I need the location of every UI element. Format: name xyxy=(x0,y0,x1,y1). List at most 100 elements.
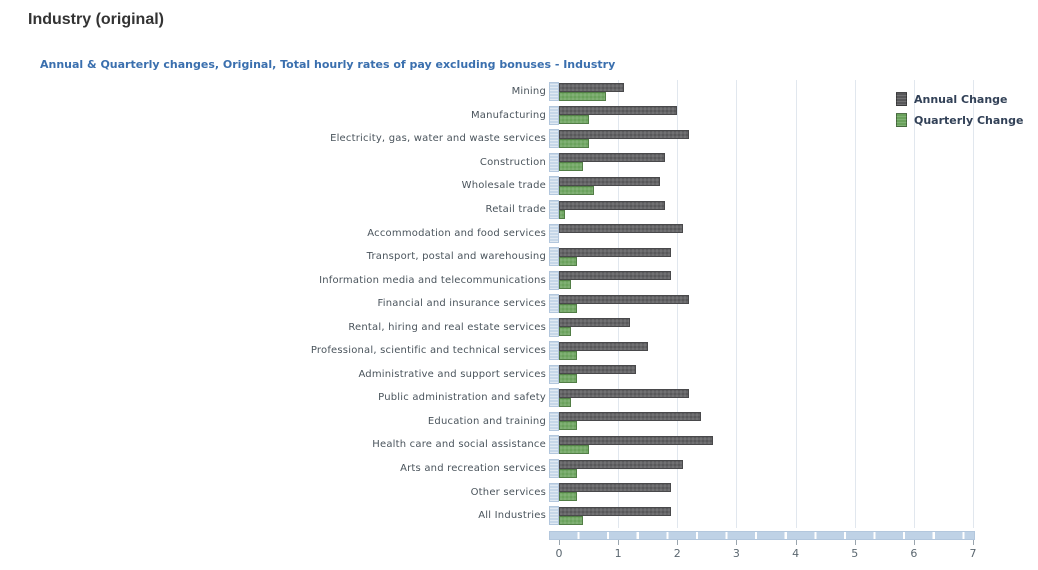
page-title: Industry (original) xyxy=(28,11,164,28)
legend-item-quarterly[interactable]: Quarterly Change xyxy=(896,113,1023,127)
quarterly-change-bar[interactable] xyxy=(559,185,595,195)
category-label: Education and training xyxy=(427,415,546,427)
v-scrollbar-segment[interactable] xyxy=(549,152,559,172)
category-label: Electricity, gas, water and waste servic… xyxy=(330,133,546,145)
quarterly-change-bar[interactable] xyxy=(559,468,577,478)
quarterly-change-bar[interactable] xyxy=(559,350,577,360)
v-scrollbar-segment[interactable] xyxy=(549,270,559,290)
vertical-scrollbar xyxy=(546,129,559,149)
v-scrollbar-segment[interactable] xyxy=(549,388,559,408)
quarterly-change-bar[interactable] xyxy=(559,374,577,384)
v-scrollbar-segment[interactable] xyxy=(549,223,559,243)
legend: Annual Change Quarterly Change xyxy=(896,92,1023,134)
quarterly-change-bar[interactable] xyxy=(559,303,577,313)
chart-row: Health care and social assistance xyxy=(0,433,1038,457)
v-scrollbar-segment[interactable] xyxy=(549,506,559,526)
annual-change-bar[interactable] xyxy=(559,318,630,328)
category-label: Wholesale trade xyxy=(461,180,546,192)
quarterly-change-bar[interactable] xyxy=(559,138,589,148)
annual-change-bar[interactable] xyxy=(559,365,636,375)
quarterly-change-bar[interactable] xyxy=(559,256,577,266)
vertical-scrollbar xyxy=(546,270,559,290)
v-scrollbar-segment[interactable] xyxy=(549,129,559,149)
vertical-scrollbar xyxy=(546,411,559,431)
axis-tick xyxy=(677,540,679,545)
v-scrollbar-segment[interactable] xyxy=(549,411,559,431)
v-scrollbar-segment[interactable] xyxy=(549,247,559,267)
chart-row: Wholesale trade xyxy=(0,174,1038,198)
bar-group xyxy=(559,457,973,481)
chart-row: Professional, scientific and technical s… xyxy=(0,339,1038,363)
chart-row: Rental, hiring and real estate services xyxy=(0,315,1038,339)
annual-change-bar[interactable] xyxy=(559,129,690,139)
category-label: Accommodation and food services xyxy=(367,227,546,239)
annual-change-bar[interactable] xyxy=(559,271,672,281)
quarterly-change-bar[interactable] xyxy=(559,492,577,502)
v-scrollbar-segment[interactable] xyxy=(549,200,559,219)
annual-change-bar[interactable] xyxy=(559,200,666,210)
bar-group xyxy=(559,386,973,410)
v-scrollbar-segment[interactable] xyxy=(549,435,559,455)
vertical-scrollbar xyxy=(546,247,559,267)
bar-group xyxy=(559,221,973,245)
axis-tick-label: 3 xyxy=(732,547,740,560)
annual-change-bar[interactable] xyxy=(559,483,672,493)
horizontal-scrollbar[interactable] xyxy=(549,531,975,540)
quarterly-change-bar[interactable] xyxy=(559,91,607,101)
chart-row: Retail trade xyxy=(0,198,1038,222)
chart-row: Accommodation and food services xyxy=(0,221,1038,245)
chart-row: Construction xyxy=(0,151,1038,175)
category-label: Public administration and safety xyxy=(378,392,546,404)
quarterly-change-bar[interactable] xyxy=(559,397,571,407)
quarterly-change-bar[interactable] xyxy=(559,445,589,454)
annual-change-bar[interactable] xyxy=(559,176,660,186)
quarterly-change-bar[interactable] xyxy=(559,115,589,125)
bar-group xyxy=(559,174,973,198)
annual-change-bar[interactable] xyxy=(559,247,672,257)
quarterly-change-bar[interactable] xyxy=(559,327,571,337)
quarterly-change-swatch xyxy=(896,113,907,127)
annual-change-bar[interactable] xyxy=(559,82,625,92)
chart-row: Manufacturing xyxy=(0,104,1038,128)
annual-change-bar[interactable] xyxy=(559,412,701,422)
v-scrollbar-segment[interactable] xyxy=(549,341,559,361)
axis-tick-label: 0 xyxy=(555,547,563,560)
annual-change-bar[interactable] xyxy=(559,224,684,234)
annual-change-bar[interactable] xyxy=(559,294,690,304)
annual-change-bar[interactable] xyxy=(559,153,666,163)
axis-tick-label: 2 xyxy=(673,547,681,560)
category-label: Health care and social assistance xyxy=(372,439,546,451)
vertical-scrollbar xyxy=(546,105,559,125)
quarterly-change-bar[interactable] xyxy=(559,421,577,431)
v-scrollbar-segment[interactable] xyxy=(549,364,559,384)
v-scrollbar-segment[interactable] xyxy=(549,105,559,125)
legend-item-annual[interactable]: Annual Change xyxy=(896,92,1023,106)
quarterly-change-bar[interactable] xyxy=(559,209,565,219)
annual-change-bar[interactable] xyxy=(559,106,678,116)
axis-tick-label: 6 xyxy=(910,547,918,560)
annual-change-bar[interactable] xyxy=(559,459,684,469)
bar-group xyxy=(559,104,973,128)
vertical-scrollbar xyxy=(546,176,559,196)
annual-change-bar[interactable] xyxy=(559,436,713,445)
v-scrollbar-segment[interactable] xyxy=(549,82,559,102)
chart-row: All Industries xyxy=(0,504,1038,528)
annual-change-bar[interactable] xyxy=(559,506,672,516)
quarterly-change-bar[interactable] xyxy=(559,162,583,172)
v-scrollbar-segment[interactable] xyxy=(549,176,559,196)
v-scrollbar-segment[interactable] xyxy=(549,317,559,337)
v-scrollbar-segment[interactable] xyxy=(549,294,559,314)
category-label: Rental, hiring and real estate services xyxy=(348,321,546,333)
vertical-scrollbar xyxy=(546,317,559,337)
quarterly-change-bar[interactable] xyxy=(559,280,571,290)
bar-group xyxy=(559,268,973,292)
annual-change-bar[interactable] xyxy=(559,341,648,351)
bar-group xyxy=(559,198,973,222)
annual-change-bar[interactable] xyxy=(559,388,690,398)
v-scrollbar-segment[interactable] xyxy=(549,459,559,479)
bar-group xyxy=(559,363,973,387)
quarterly-change-bar[interactable] xyxy=(559,515,583,525)
v-scrollbar-segment[interactable] xyxy=(549,482,559,502)
chart-row: Mining xyxy=(0,80,1038,104)
